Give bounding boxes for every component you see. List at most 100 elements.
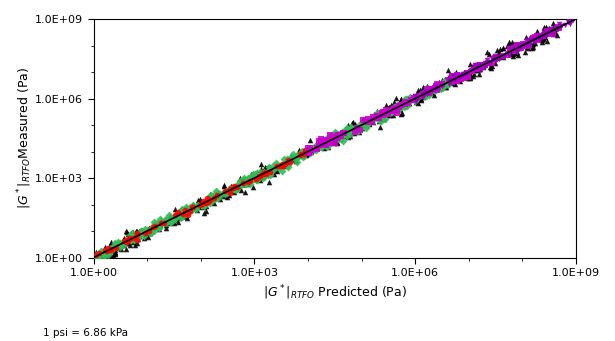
Point <box>363 117 373 122</box>
Point <box>292 160 302 165</box>
Point <box>187 204 197 210</box>
Point <box>107 247 117 252</box>
Point <box>243 179 253 184</box>
Point <box>384 104 394 110</box>
Point <box>328 135 338 141</box>
Point <box>532 28 542 33</box>
Point <box>427 85 437 90</box>
Point <box>297 148 307 154</box>
Point <box>505 47 515 52</box>
Point <box>530 36 540 42</box>
Point <box>407 98 416 103</box>
Point <box>220 182 229 188</box>
Point <box>342 126 352 131</box>
Point <box>362 121 371 127</box>
Point <box>549 20 558 26</box>
Point <box>196 202 205 208</box>
Point <box>180 208 190 213</box>
Point <box>458 72 468 77</box>
Point <box>437 85 446 91</box>
Point <box>173 219 183 225</box>
Point <box>427 87 437 92</box>
Point <box>209 195 219 201</box>
Point <box>125 242 135 247</box>
Point <box>363 121 373 126</box>
Point <box>148 225 158 230</box>
Point <box>484 62 494 67</box>
Point <box>310 145 320 150</box>
Point <box>202 204 212 209</box>
Point <box>379 109 389 115</box>
Point <box>281 161 291 166</box>
Point <box>477 63 486 69</box>
Point <box>294 148 304 153</box>
Point <box>490 54 500 59</box>
Point <box>166 219 176 225</box>
Point <box>491 58 501 63</box>
Point <box>463 74 473 79</box>
Point <box>268 167 277 173</box>
Point <box>336 133 346 138</box>
Point <box>248 172 258 177</box>
Point <box>106 247 116 252</box>
Point <box>213 191 223 196</box>
Point <box>488 54 498 59</box>
Point <box>458 72 468 78</box>
Point <box>293 152 303 158</box>
Point <box>336 131 346 137</box>
Point <box>440 84 450 90</box>
Point <box>361 121 371 126</box>
Point <box>381 109 391 114</box>
Point <box>423 86 433 91</box>
Point <box>231 183 241 189</box>
Point <box>548 31 558 37</box>
Point <box>518 43 528 48</box>
Point <box>170 216 180 221</box>
Point <box>378 109 387 114</box>
Point <box>240 176 250 182</box>
Point <box>154 223 164 229</box>
Point <box>531 36 541 41</box>
Point <box>309 144 319 150</box>
Point <box>176 209 186 215</box>
Point <box>511 47 521 52</box>
Point <box>474 71 484 76</box>
Point <box>402 99 411 105</box>
Point <box>459 71 469 77</box>
Point <box>133 237 143 242</box>
Point <box>129 237 138 242</box>
Point <box>257 172 267 177</box>
Point <box>105 243 114 248</box>
Point <box>100 254 109 259</box>
Point <box>538 35 547 41</box>
Point <box>139 233 149 239</box>
Point <box>90 257 100 263</box>
Point <box>364 120 374 126</box>
Point <box>377 112 387 117</box>
Point <box>413 94 423 99</box>
Point <box>454 74 464 80</box>
Point <box>512 42 522 48</box>
Point <box>478 63 488 68</box>
Point <box>533 34 543 40</box>
Point <box>338 132 347 137</box>
Point <box>164 219 173 224</box>
Point <box>295 152 305 158</box>
Point <box>325 139 335 144</box>
Point <box>264 168 274 174</box>
Point <box>120 240 130 246</box>
Point <box>424 92 434 98</box>
Point <box>367 116 376 122</box>
Point <box>438 79 448 85</box>
Point <box>383 105 393 111</box>
Point <box>224 192 234 198</box>
Point <box>133 235 143 240</box>
Point <box>410 93 420 99</box>
Point <box>337 130 347 135</box>
Point <box>157 220 167 226</box>
Point <box>493 54 502 60</box>
Point <box>169 217 179 223</box>
Point <box>448 79 458 85</box>
Point <box>284 159 293 165</box>
Point <box>256 167 266 172</box>
